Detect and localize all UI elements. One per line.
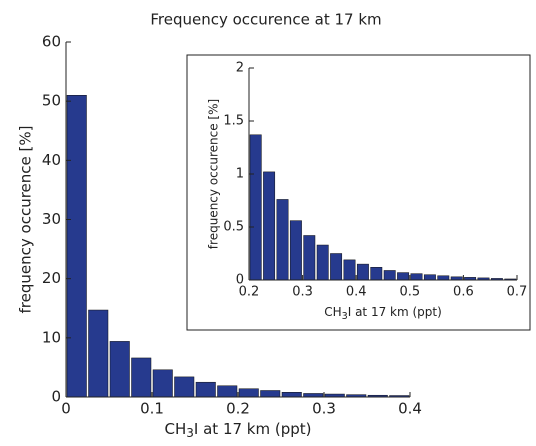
bar [303, 235, 316, 281]
x-axis-label-part: CH [165, 420, 187, 438]
x-tick-label: 0.2 [239, 285, 260, 300]
x-axis-label-part: I at 17 km (ppt) [348, 305, 442, 319]
bar [423, 274, 436, 281]
bar [152, 369, 173, 398]
y-tick-label: 2 [236, 61, 244, 76]
x-axis-label-part: 3 [342, 311, 348, 322]
y-tick-label: 50 [42, 92, 61, 110]
chart-title: Frequency occurence at 17 km [150, 11, 381, 29]
bar [263, 171, 276, 281]
y-axis-label: frequency occurence [%] [17, 126, 35, 314]
x-tick-label: 0.4 [346, 285, 367, 300]
bar [249, 134, 262, 281]
y-tick-label: 1 [236, 167, 244, 182]
x-tick-label: 0.2 [226, 400, 250, 418]
bar [316, 244, 329, 281]
x-tick-label: 0.6 [453, 285, 474, 300]
bar [195, 381, 216, 398]
bar [131, 357, 152, 398]
y-tick-label: 60 [42, 33, 61, 51]
bar [437, 275, 450, 281]
y-tick-label: 30 [42, 210, 61, 228]
x-tick-label: 0.1 [140, 400, 164, 418]
bar [217, 385, 238, 398]
bar [66, 95, 87, 398]
y-tick-label: 0.5 [223, 220, 244, 235]
bar [370, 267, 383, 281]
y-axis-label: frequency occurence [%] [207, 99, 221, 249]
x-tick-label: 0.7 [507, 285, 528, 300]
x-tick-label: 0 [61, 400, 71, 418]
x-tick-label: 0.3 [292, 285, 313, 300]
y-tick-label: 10 [42, 328, 61, 346]
bar [174, 376, 195, 398]
x-axis-label-part: 3 [186, 426, 194, 440]
x-tick-label: 0.3 [312, 400, 336, 418]
bar [397, 272, 410, 281]
x-axis-label: CH3I at 17 km (ppt) [324, 305, 442, 323]
bar [289, 220, 302, 281]
bar [383, 270, 396, 281]
x-tick-label: 0.4 [398, 400, 422, 418]
bar [276, 199, 289, 281]
bar [238, 388, 259, 398]
y-tick-label: 1.5 [223, 114, 244, 129]
bar [356, 263, 369, 281]
bar [330, 253, 343, 281]
bar [343, 259, 356, 281]
inset-frame [186, 54, 531, 331]
bar [109, 341, 130, 398]
x-axis-label-part: CH [324, 305, 341, 319]
bar [260, 390, 281, 398]
bar [303, 393, 324, 398]
y-tick-label: 0 [51, 388, 61, 406]
bar [88, 309, 109, 398]
y-tick-label: 20 [42, 269, 61, 287]
x-tick-label: 0.5 [399, 285, 420, 300]
bar [281, 392, 302, 398]
x-axis-label-part: I at 17 km (ppt) [194, 420, 312, 438]
y-tick-label: 0 [236, 273, 244, 288]
y-tick-label: 40 [42, 151, 61, 169]
x-axis-label: CH3I at 17 km (ppt) [165, 420, 312, 440]
bar [410, 273, 423, 281]
